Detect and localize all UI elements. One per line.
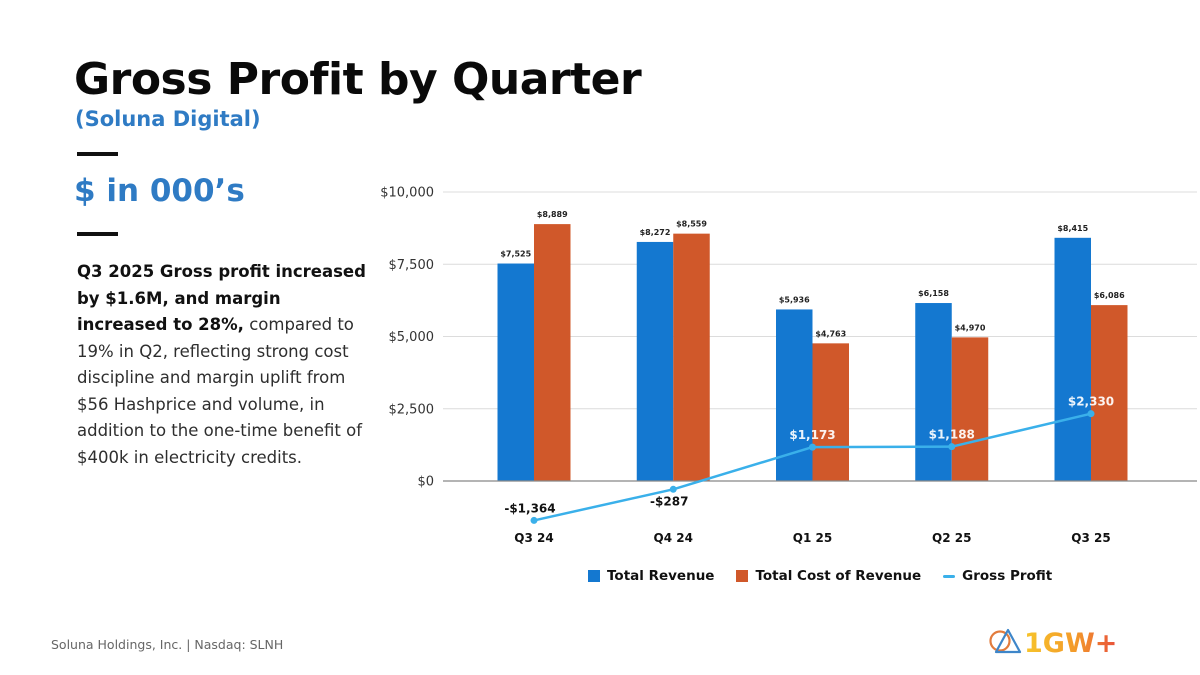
gross-profit-label: $2,330 (1068, 395, 1114, 409)
gross-profit-label: $1,173 (789, 428, 835, 442)
x-category-label: Q3 24 (514, 531, 553, 545)
gross-profit-label: -$1,364 (504, 501, 555, 515)
footer-company: Soluna Holdings, Inc. | Nasdaq: SLNH (51, 637, 284, 652)
legend-swatch-revenue (588, 570, 600, 582)
legend-line-gross-profit (943, 574, 956, 578)
logo-text: 1GW+ (1024, 628, 1117, 658)
slide-subtitle: (Soluna Digital) (75, 107, 261, 131)
chart-legend: Total Revenue Total Cost of Revenue Gros… (588, 568, 1074, 584)
y-tick-label: $5,000 (389, 330, 435, 345)
gross-profit-line: -$1,364 -$287 $1,173 $1,188 $2,330 (504, 395, 1114, 524)
legend-label: Total Revenue (607, 568, 715, 584)
x-axis-labels: Q3 24 Q4 24 Q1 25 Q2 25 Q3 25 (514, 531, 1110, 545)
legend-item-gross-profit: Gross Profit (943, 568, 1052, 584)
bar-total-cost-of-revenue (951, 337, 989, 481)
bar-value-label: $8,415 (1057, 224, 1088, 233)
bar-value-label: $4,970 (955, 323, 986, 332)
legend-item-total-revenue: Total Revenue (588, 568, 714, 584)
gross-profit-point (948, 443, 956, 451)
bar-value-label: $8,889 (537, 210, 568, 219)
bar-value-label: $8,559 (676, 220, 707, 229)
bar-total-revenue (1054, 237, 1091, 481)
legend-swatch-cost (736, 570, 749, 582)
bar-total-cost-of-revenue (812, 343, 849, 481)
x-category-label: Q1 25 (793, 531, 832, 545)
commentary-text: Q3 2025 Gross profit increased by $1.6M,… (77, 259, 367, 471)
gross-profit-point (809, 443, 816, 451)
bar-total-revenue (636, 241, 674, 481)
gross-profit-label: -$287 (650, 494, 688, 508)
bar-total-cost-of-revenue (534, 224, 571, 481)
bar-value-label: $5,936 (779, 295, 810, 304)
y-tick-label: $2,500 (389, 402, 435, 417)
bars (497, 224, 1128, 481)
legend-item-total-cost-of-revenue: Total Cost of Revenue (736, 568, 921, 584)
legend-label: Total Cost of Revenue (755, 568, 922, 584)
bar-value-label: $6,086 (1094, 291, 1125, 300)
logo-circle-icon (989, 630, 1011, 652)
legend-label: Gross Profit (962, 568, 1053, 584)
bar-total-revenue (497, 263, 534, 481)
bar-total-revenue (915, 303, 952, 481)
y-tick-label: $10,000 (380, 186, 434, 201)
commentary-regular: compared to 19% in Q2, reflecting strong… (77, 315, 363, 467)
x-category-label: Q4 24 (654, 531, 693, 545)
bar-labels: $7,525 $8,272 $5,936 $6,158 $8,415 $8,889 $8,5… (500, 210, 1125, 338)
bar-total-cost-of-revenue (673, 233, 710, 481)
logo-triangle-icon (994, 628, 1022, 654)
bar-total-cost-of-revenue (1091, 305, 1128, 481)
slide-title: Gross Profit by Quarter (74, 54, 642, 105)
logo-1gw: 1GW+ (989, 628, 1117, 658)
gross-profit-point (1087, 410, 1095, 418)
y-tick-label: $7,500 (389, 258, 435, 273)
gross-profit-label: $1,188 (929, 428, 975, 442)
divider-top (77, 152, 118, 156)
divider-bottom (77, 232, 118, 236)
gross-profit-point (669, 485, 677, 493)
bar-value-label: $6,158 (918, 289, 949, 298)
x-category-label: Q3 25 (1071, 531, 1110, 545)
y-axis-labels: $0 $2,500 $5,000 $7,500 $10,000 (380, 186, 434, 490)
commentary-bold: Q3 2025 Gross profit increased by $1.6M,… (77, 262, 366, 334)
bar-value-label: $7,525 (500, 250, 531, 259)
bar-value-label: $8,272 (640, 228, 671, 237)
x-category-label: Q2 25 (932, 531, 971, 545)
gross-profit-point (530, 516, 538, 524)
units-label: $ in 000’s (74, 173, 245, 209)
y-tick-label: $0 (417, 475, 434, 490)
bar-value-label: $4,763 (815, 329, 846, 338)
